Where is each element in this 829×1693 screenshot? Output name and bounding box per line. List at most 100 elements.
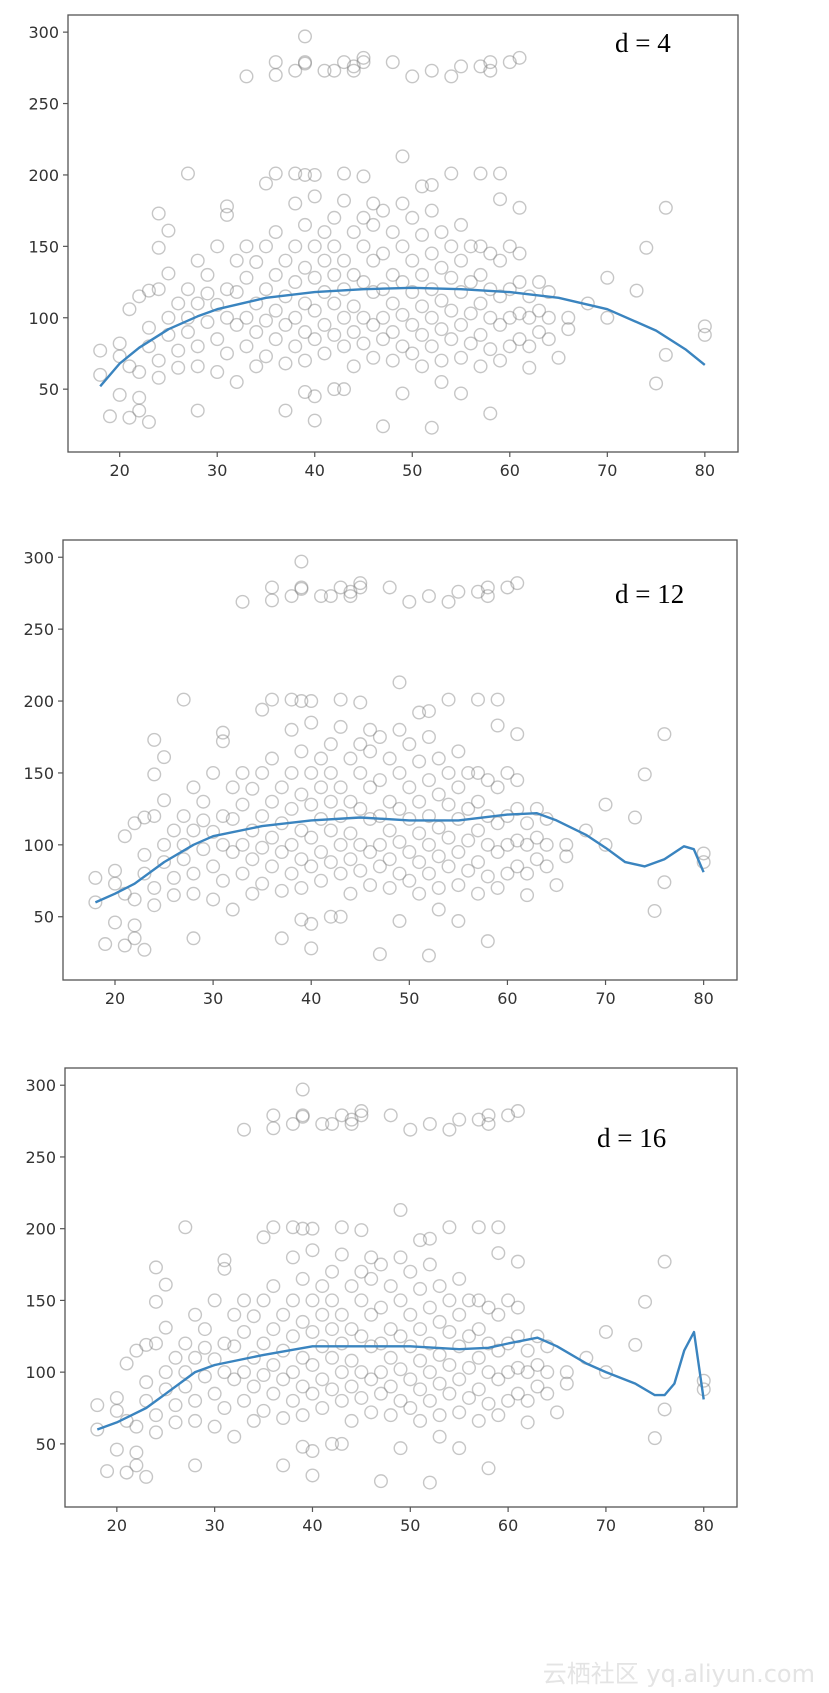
data-point: [344, 1279, 359, 1294]
data-point: [93, 343, 108, 358]
data-point: [295, 1221, 310, 1236]
data-point: [500, 765, 515, 780]
data-point: [415, 299, 430, 314]
data-point: [522, 310, 537, 325]
data-point: [356, 310, 371, 325]
data-point: [490, 816, 505, 831]
data-point: [264, 580, 279, 595]
data-point: [403, 1307, 418, 1322]
data-point: [403, 1264, 418, 1279]
data-point: [268, 55, 283, 70]
data-point: [188, 1350, 203, 1365]
data-point: [461, 1360, 476, 1375]
data-point: [412, 886, 427, 901]
data-point: [307, 332, 322, 347]
data-point: [540, 1386, 555, 1401]
scatter-points: [90, 1082, 711, 1490]
x-tick-label: 20: [105, 989, 125, 1008]
data-point: [421, 948, 436, 963]
data-point: [520, 866, 535, 881]
y-tick-label: 150: [28, 237, 59, 256]
data-point: [237, 1324, 252, 1339]
data-point: [315, 1279, 330, 1294]
data-point: [415, 359, 430, 374]
x-tick-label: 40: [305, 461, 325, 480]
data-point: [501, 1393, 516, 1408]
data-point: [196, 813, 211, 828]
data-point: [696, 855, 711, 870]
data-point: [147, 767, 162, 782]
data-point: [442, 1122, 457, 1137]
data-point: [483, 406, 498, 421]
data-point: [297, 29, 312, 44]
data-point: [314, 751, 329, 766]
data-point: [346, 299, 361, 314]
data-point: [237, 1122, 252, 1137]
data-point: [520, 1343, 535, 1358]
data-point: [147, 809, 162, 824]
y-tick-label: 300: [23, 548, 54, 567]
x-tick-label: 70: [595, 989, 615, 1008]
data-point: [176, 692, 191, 707]
data-point: [336, 382, 351, 397]
data-point: [305, 1243, 320, 1258]
data-point: [452, 1307, 467, 1322]
data-point: [500, 837, 515, 852]
data-point: [402, 845, 417, 860]
data-point: [383, 1108, 398, 1123]
data-point: [441, 765, 456, 780]
data-point: [327, 296, 342, 311]
data-point: [402, 594, 417, 609]
data-point: [413, 1353, 428, 1368]
data-point: [481, 1108, 496, 1123]
data-point: [148, 1408, 163, 1423]
data-point: [315, 1116, 330, 1131]
data-point: [354, 1104, 369, 1119]
data-point: [151, 282, 166, 297]
data-point: [246, 1309, 261, 1324]
data-point: [186, 866, 201, 881]
data-point: [317, 253, 332, 268]
data-point: [559, 1365, 574, 1380]
x-tick-label: 60: [497, 989, 517, 1008]
data-point: [395, 149, 410, 164]
data-point: [395, 196, 410, 211]
data-point: [334, 1307, 349, 1322]
data-point: [334, 1336, 349, 1351]
data-point: [441, 797, 456, 812]
data-point: [444, 303, 459, 318]
data-point: [434, 353, 449, 368]
data-point: [239, 239, 254, 254]
data-point: [532, 275, 547, 290]
data-point: [598, 1324, 613, 1339]
data-point: [424, 203, 439, 218]
data-point: [480, 589, 495, 604]
data-point: [157, 855, 172, 870]
data-point: [385, 55, 400, 70]
x-tick-label: 80: [695, 461, 715, 480]
data-point: [490, 880, 505, 895]
data-point: [343, 826, 358, 841]
data-point: [148, 1425, 163, 1440]
data-point: [207, 1419, 222, 1434]
data-point: [210, 239, 225, 254]
degree-annotation: d = 12: [615, 579, 684, 609]
data-point: [363, 845, 378, 860]
data-point: [372, 859, 387, 874]
data-point: [395, 275, 410, 290]
data-point: [132, 390, 147, 405]
data-point: [559, 1376, 574, 1391]
data-point: [127, 918, 142, 933]
data-point: [376, 246, 391, 261]
data-point: [336, 339, 351, 354]
y-tick-label: 50: [34, 908, 54, 927]
data-point: [323, 794, 338, 809]
data-point: [364, 1372, 379, 1387]
data-point: [382, 823, 397, 838]
data-point: [413, 1322, 428, 1337]
data-point: [346, 225, 361, 240]
data-point: [278, 317, 293, 332]
data-point: [561, 322, 576, 337]
data-point: [502, 239, 517, 254]
data-point: [490, 718, 505, 733]
